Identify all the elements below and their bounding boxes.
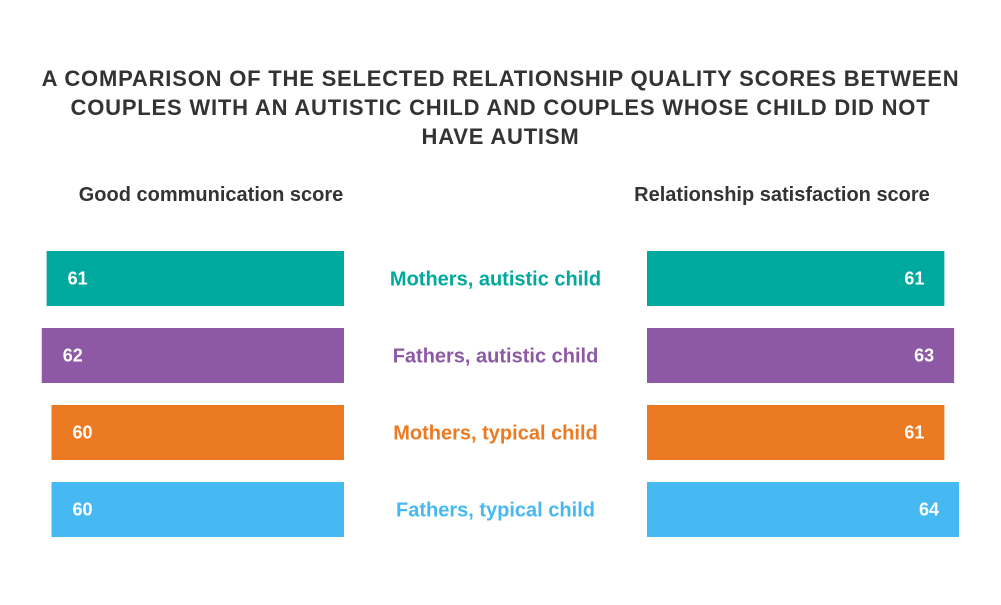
category-label-2: Fathers, autistic child (393, 346, 599, 368)
right-bar-value-1: 61 (904, 269, 924, 289)
chart-title: A COMPARISON OF THE SELECTED RELATIONSHI… (41, 66, 960, 149)
left-bar-3 (51, 405, 344, 460)
left-panel-title: Good communication score (78, 184, 344, 206)
left-bar-value-3: 60 (73, 423, 93, 443)
left-bar-1 (46, 251, 344, 306)
left-bar-value-2: 62 (63, 346, 83, 366)
right-bar-value-2: 63 (914, 346, 934, 366)
right-bar-4 (647, 482, 959, 537)
left-bar-value-4: 60 (73, 500, 93, 520)
right-panel-title: Relationship satisfaction score (634, 184, 930, 206)
left-bar-4 (51, 482, 344, 537)
right-bar-2 (647, 328, 955, 383)
right-bar-value-4: 64 (919, 500, 939, 520)
right-bar-1 (647, 251, 945, 306)
left-bar-2 (41, 328, 344, 383)
category-label-3: Mothers, typical child (393, 423, 597, 445)
right-bar-value-3: 61 (904, 423, 924, 443)
category-label-1: Mothers, autistic child (390, 269, 601, 291)
right-bar-3 (647, 405, 945, 460)
category-label-4: Fathers, typical child (396, 500, 595, 522)
left-bar-value-1: 61 (68, 269, 88, 289)
